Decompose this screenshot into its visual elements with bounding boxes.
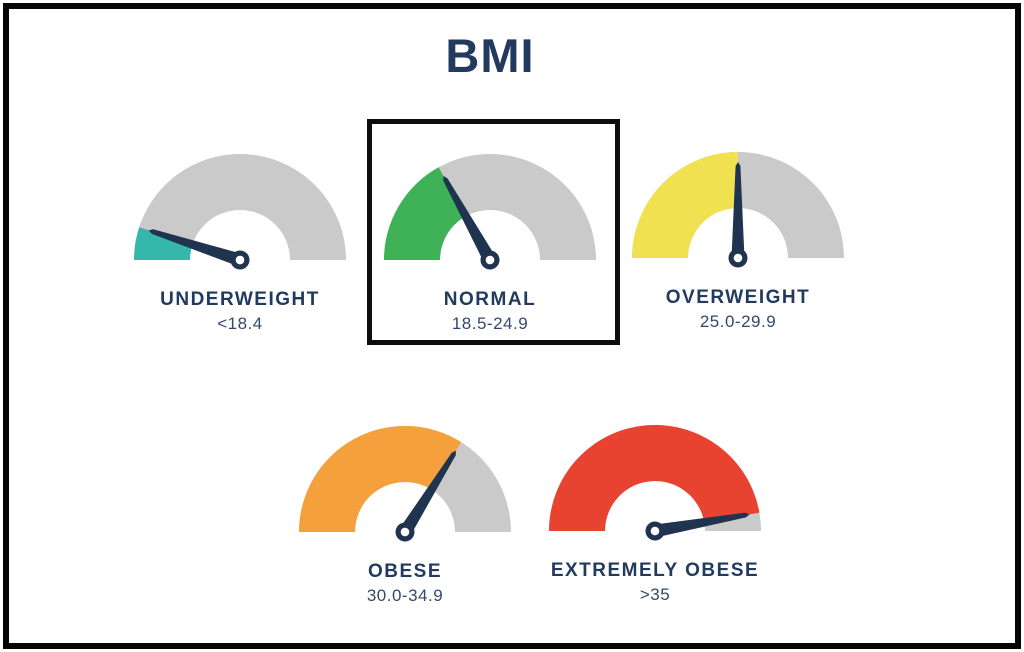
gauge-normal: NORMAL 18.5-24.9 xyxy=(374,148,606,334)
obese-gauge-dial-icon xyxy=(299,426,511,542)
gauge-label: NORMAL xyxy=(443,289,537,310)
gauge-range: >35 xyxy=(639,585,671,604)
gauge-extremely-obese: EXTREMELY OBESE >35 xyxy=(539,419,771,605)
gauge-underweight: UNDERWEIGHT <18.4 xyxy=(124,148,356,334)
page-title: BMI xyxy=(445,29,535,82)
gauge-range: 25.0-29.9 xyxy=(699,312,777,331)
gauge-label: OBESE xyxy=(367,561,443,582)
gauge-overweight: OVERWEIGHT 25.0-29.9 xyxy=(622,146,854,332)
extremely-obese-gauge-dial-icon xyxy=(549,424,761,541)
gauge-label: EXTREMELY OBESE xyxy=(550,560,760,581)
gauge-range: 30.0-34.9 xyxy=(366,586,444,605)
underweight-gauge-dial-icon xyxy=(134,154,346,270)
normal-highlight-box xyxy=(367,119,620,345)
overweight-gauge-dial-icon xyxy=(632,152,844,268)
gauge-range: <18.4 xyxy=(217,314,263,333)
gauge-range: 18.5-24.9 xyxy=(451,314,529,333)
gauge-label: OVERWEIGHT xyxy=(665,287,811,308)
gauge-obese: OBESE 30.0-34.9 xyxy=(289,420,521,606)
gauge-label: UNDERWEIGHT xyxy=(160,289,320,310)
normal-gauge-dial-icon xyxy=(384,154,596,270)
